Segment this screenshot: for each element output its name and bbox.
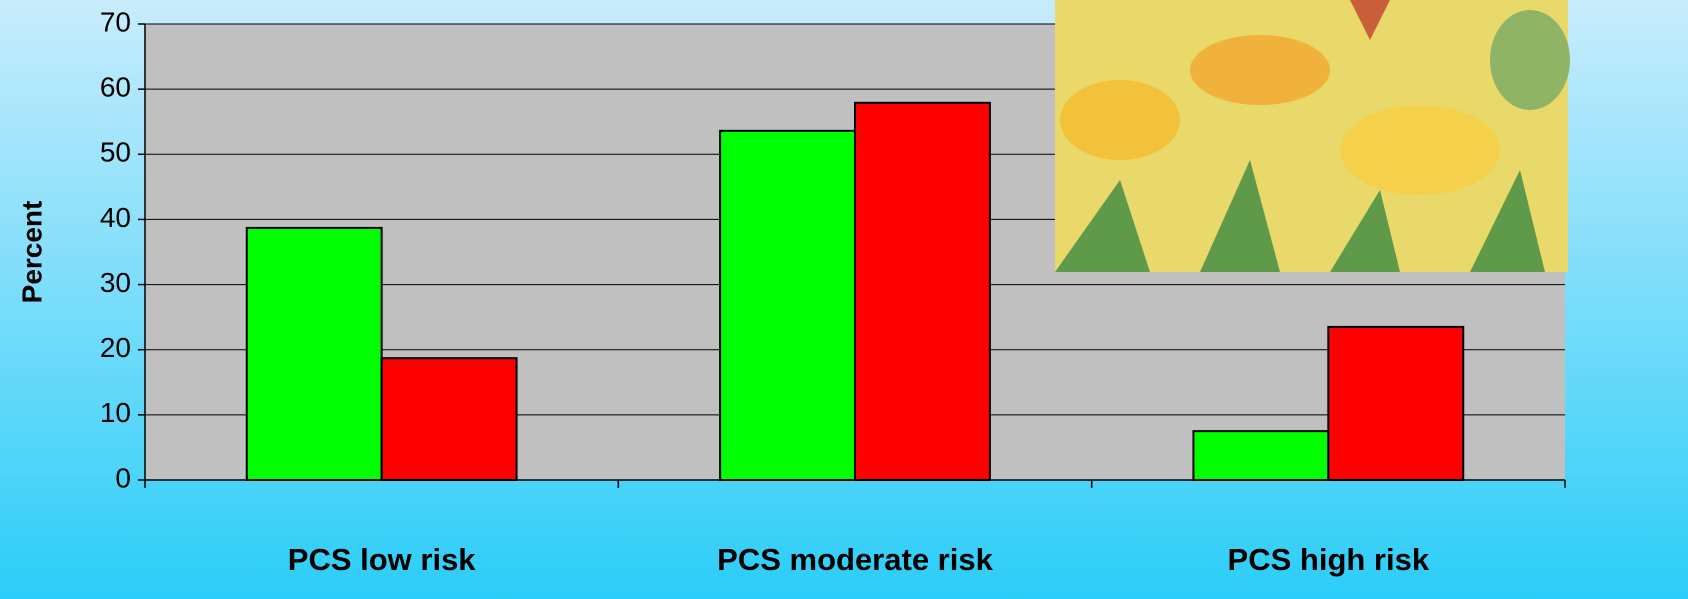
painting (1055, 0, 1570, 272)
y-tick-label: 50 (100, 137, 131, 168)
y-axis-label: Percent (16, 201, 47, 304)
y-tick-label: 60 (100, 72, 131, 103)
y-tick-label: 40 (100, 202, 131, 233)
x-tick-label: PCS moderate risk (717, 542, 993, 577)
bar (245, 226, 383, 481)
y-tick-label: 0 (115, 462, 131, 493)
bar (854, 101, 991, 482)
painting-leaves (1055, 160, 1545, 272)
bar (380, 357, 518, 482)
bar (1327, 325, 1465, 481)
x-tick-label: PCS low risk (288, 542, 477, 577)
bar (1192, 430, 1330, 481)
x-tick-label: PCS high risk (1228, 542, 1430, 577)
bar (719, 129, 856, 481)
painting-leaf (1490, 10, 1570, 110)
painting-flower (1190, 35, 1330, 105)
y-tick-label: 70 (100, 6, 131, 37)
y-tick-label: 20 (100, 332, 131, 363)
painting-detail (1350, 0, 1390, 40)
y-tick-label: 30 (100, 267, 131, 298)
y-tick-label: 10 (100, 397, 131, 428)
painting-flower (1060, 80, 1180, 160)
painting-flower (1340, 105, 1500, 195)
